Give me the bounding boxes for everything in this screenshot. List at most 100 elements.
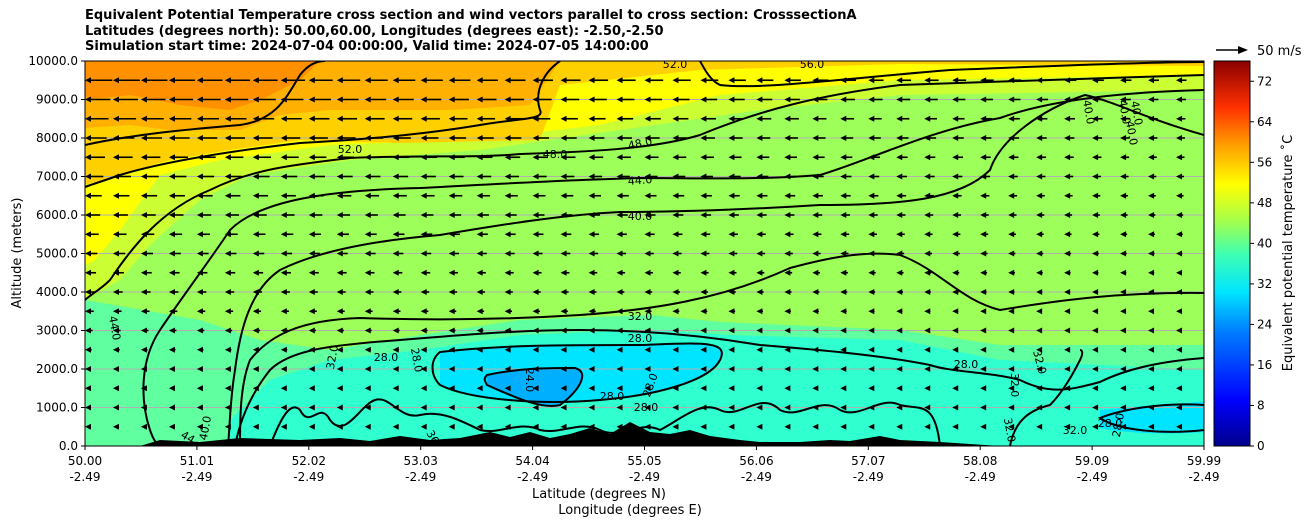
wind-arrow	[980, 154, 991, 161]
wind-arrow	[448, 154, 465, 161]
wind-arrow	[980, 231, 989, 238]
wind-arrow	[560, 96, 580, 103]
wind-arrow	[756, 212, 767, 218]
wind-arrow	[392, 346, 399, 353]
wind-arrow	[448, 96, 469, 103]
wind-arrow	[756, 115, 772, 122]
contour-label-text: 44	[178, 428, 197, 446]
wind-arrow	[476, 327, 484, 334]
wind-arrow	[840, 135, 854, 141]
wind-arrow	[196, 96, 221, 103]
wind-arrow	[168, 96, 194, 103]
wind-arrow	[336, 385, 343, 392]
wind-arrow	[1064, 346, 1071, 353]
wind-arrow	[280, 250, 293, 257]
wind-arrow	[1176, 423, 1183, 430]
wind-arrow	[476, 366, 483, 372]
wind-arrow	[1120, 154, 1130, 161]
wind-arrow	[196, 385, 203, 392]
wind-arrow	[840, 289, 848, 295]
wind-arrow	[336, 231, 349, 238]
wind-arrow	[1148, 212, 1156, 218]
wind-arrow	[392, 423, 399, 430]
wind-arrow	[1008, 423, 1015, 430]
wind-arrow	[1036, 192, 1045, 199]
wind-arrow	[1008, 154, 1019, 161]
wind-arrow	[1036, 269, 1043, 276]
wind-arrow	[1036, 173, 1046, 180]
contour-label: 48.0	[543, 148, 568, 161]
wind-arrow	[280, 173, 298, 180]
x-tick-label-lat: 57.07	[851, 454, 885, 468]
wind-arrow	[840, 308, 847, 315]
wind-arrow	[1092, 250, 1099, 257]
wind-arrow	[1092, 135, 1103, 141]
wind-arrow	[1092, 327, 1099, 334]
wind-arrow	[896, 269, 904, 276]
contour-label-text: 32.0	[1008, 373, 1021, 398]
wind-arrow	[952, 346, 959, 353]
wind-arrow	[1092, 154, 1102, 161]
wind-arrow	[1148, 231, 1155, 238]
wind-arrow	[280, 154, 299, 161]
wind-arrow	[1036, 327, 1043, 334]
wind-arrow	[896, 77, 912, 84]
wind-arrow	[756, 269, 765, 276]
wind-arrow	[392, 385, 399, 392]
colorbar-tick-label: 56	[1257, 155, 1272, 169]
wind-arrow	[700, 346, 707, 353]
wind-arrow	[644, 154, 659, 161]
wind-arrow	[504, 135, 522, 141]
wind-arrow	[840, 423, 847, 430]
contour-36-surface	[269, 398, 941, 446]
wind-arrow	[308, 173, 325, 180]
contour-label-text: 44.0	[627, 173, 653, 188]
wind-arrow	[588, 404, 595, 411]
wind-arrow	[112, 115, 137, 122]
wind-arrow	[336, 173, 353, 180]
wind-arrow	[420, 289, 430, 295]
wind-arrow	[896, 385, 903, 392]
wind-arrow	[644, 250, 654, 257]
wind-arrow	[448, 308, 457, 315]
wind-arrow	[504, 385, 511, 392]
wind-arrow	[85, 346, 92, 353]
contour-label: 36	[423, 428, 441, 446]
wind-arrow	[336, 308, 345, 315]
contour-52	[85, 61, 561, 188]
wind-arrow	[420, 96, 442, 103]
wind-arrow	[980, 269, 988, 276]
wind-arrow	[952, 173, 963, 180]
wind-arrow	[1120, 250, 1127, 257]
y-tick-label: 8000.0	[36, 131, 78, 145]
wind-arrow	[1036, 231, 1044, 238]
wind-arrow	[1092, 346, 1099, 353]
x-tick-label-lat: 55.05	[627, 454, 661, 468]
contour-label-text: 28.0	[954, 358, 979, 371]
wind-arrow	[504, 231, 516, 238]
wind-arrow	[812, 231, 822, 238]
wind-arrow	[784, 154, 797, 161]
contour-label: 28.0	[374, 351, 399, 364]
wind-arrow	[420, 135, 439, 141]
wind-arrow	[532, 173, 547, 180]
wind-arrow	[196, 327, 205, 334]
wind-arrow	[1036, 346, 1043, 353]
wind-arrow	[728, 346, 735, 353]
wind-arrow	[672, 385, 679, 392]
wind-arrow	[112, 135, 135, 141]
wind-arrow	[308, 96, 332, 103]
wind-arrow	[980, 250, 988, 257]
wind-arrow	[924, 423, 931, 430]
wind-arrow	[588, 327, 596, 334]
wind-arrow	[532, 423, 539, 430]
wind-arrow	[1036, 77, 1049, 84]
wind-arrow	[364, 269, 375, 276]
wind-arrow	[924, 346, 931, 353]
contour-40	[227, 93, 1204, 446]
wind-arrow	[560, 385, 567, 392]
wind-arrow	[840, 250, 849, 257]
wind-arrow	[392, 269, 403, 276]
wind-arrow	[784, 212, 795, 218]
wind-arrow	[700, 115, 717, 122]
